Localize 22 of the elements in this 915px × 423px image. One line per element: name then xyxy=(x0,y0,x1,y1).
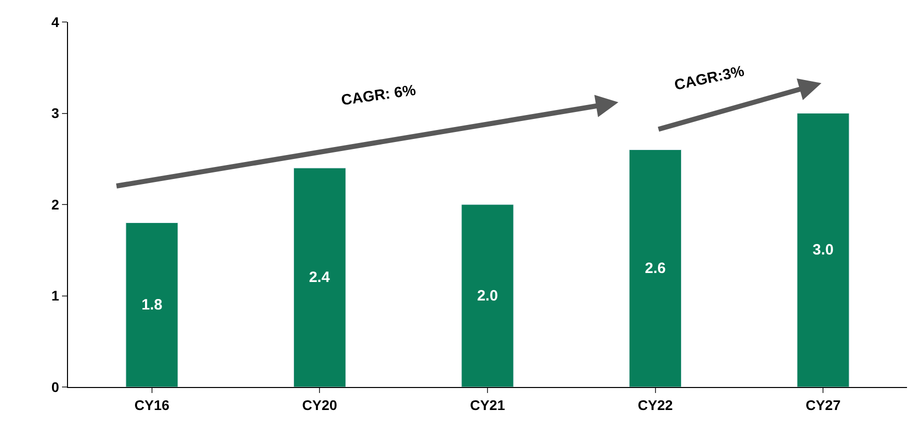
bar xyxy=(461,204,514,387)
bar xyxy=(126,222,178,387)
x-tick-label: CY20 xyxy=(302,396,338,413)
y-tick-label: 0 xyxy=(51,378,60,395)
y-tick-label: 2 xyxy=(51,196,60,212)
data-label: 3.0 xyxy=(812,242,834,259)
annotation: CAGR:3% xyxy=(672,62,746,94)
data-label: 2.6 xyxy=(644,260,666,277)
bar xyxy=(293,168,346,387)
y-tick-label: 1 xyxy=(51,288,60,304)
data-label: 2.0 xyxy=(477,287,498,304)
x-tick-label: CY27 xyxy=(806,396,841,413)
x-tick-label: CY22 xyxy=(638,396,674,413)
data-label: 2.4 xyxy=(308,269,330,286)
annotation: CAGR: 6% xyxy=(340,82,417,110)
data-label: 1.8 xyxy=(141,296,162,314)
bar xyxy=(796,113,850,387)
y-tick-label: 3 xyxy=(51,105,60,122)
bar xyxy=(629,150,682,387)
x-tick-label: CY16 xyxy=(134,396,170,413)
y-tick-label: 4 xyxy=(51,14,60,30)
x-tick-label: CY21 xyxy=(470,396,506,413)
